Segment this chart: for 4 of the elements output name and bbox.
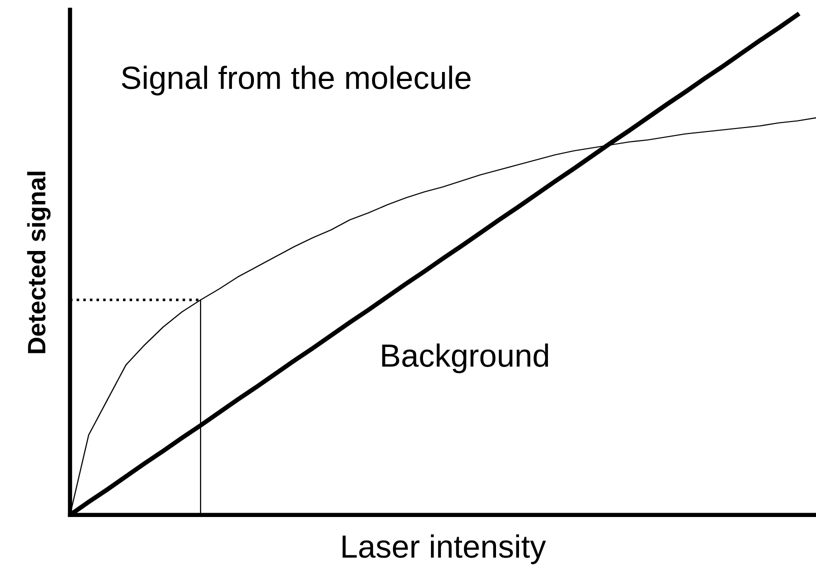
series-label: Background — [382, 343, 548, 374]
y-axis-title: Detected signal — [27, 172, 51, 354]
text: Signal from the molecule — [122, 66, 471, 96]
x-axis-title: Laser intensity — [342, 534, 546, 564]
